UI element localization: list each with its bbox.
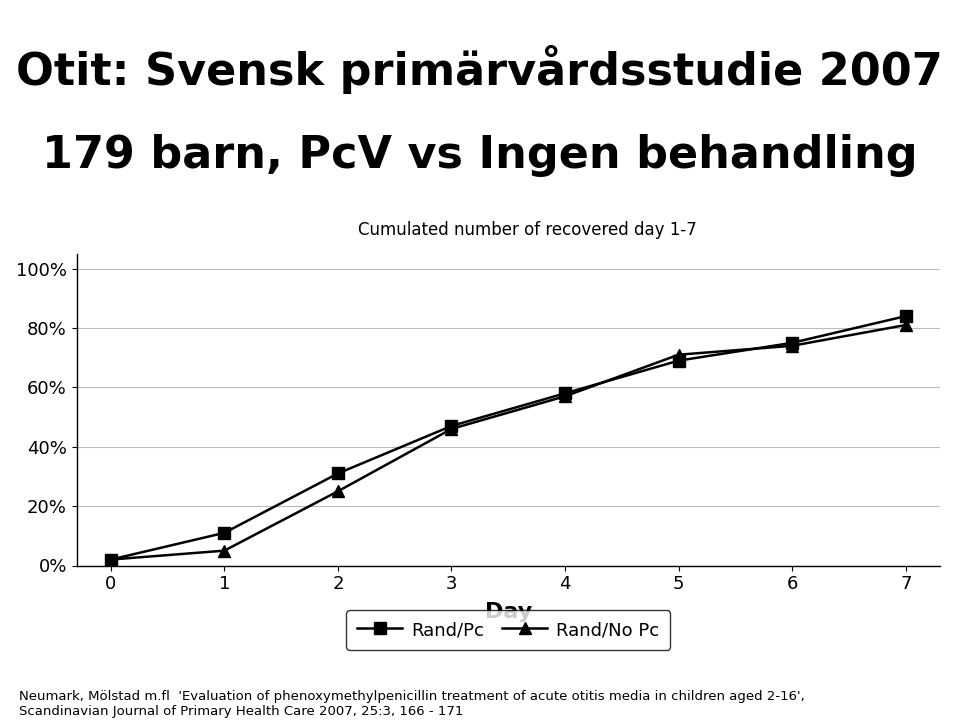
Rand/No Pc [105, 555, 117, 564]
Text: 179 barn, PcV vs Ingen behandling: 179 barn, PcV vs Ingen behandling [41, 134, 918, 177]
Rand/Pc [219, 529, 230, 537]
Rand/No Pc [900, 320, 911, 329]
Line: Rand/Pc: Rand/Pc [105, 310, 911, 565]
Text: Neumark, Mölstad m.fl  'Evaluation of phenoxymethylpenicillin treatment of acute: Neumark, Mölstad m.fl 'Evaluation of phe… [19, 689, 805, 718]
Rand/No Pc [786, 341, 798, 350]
X-axis label: Day: Day [484, 602, 532, 621]
Line: Rand/No Pc: Rand/No Pc [105, 320, 911, 565]
Rand/Pc [105, 555, 117, 564]
Rand/Pc [332, 469, 343, 478]
Rand/Pc [900, 312, 911, 320]
Rand/No Pc [446, 425, 457, 434]
Rand/No Pc [559, 392, 571, 401]
Legend: Rand/Pc, Rand/No Pc: Rand/Pc, Rand/No Pc [346, 610, 670, 650]
Text: Cumulated number of recovered day 1-7: Cumulated number of recovered day 1-7 [358, 221, 697, 239]
Rand/Pc [559, 389, 571, 397]
Rand/No Pc [219, 547, 230, 555]
Rand/No Pc [332, 487, 343, 496]
Rand/No Pc [673, 350, 685, 359]
Rand/Pc [786, 339, 798, 347]
Rand/Pc [446, 422, 457, 431]
Rand/Pc [673, 356, 685, 365]
Text: Otit: Svensk primärvårdsstudie 2007: Otit: Svensk primärvårdsstudie 2007 [16, 45, 943, 94]
